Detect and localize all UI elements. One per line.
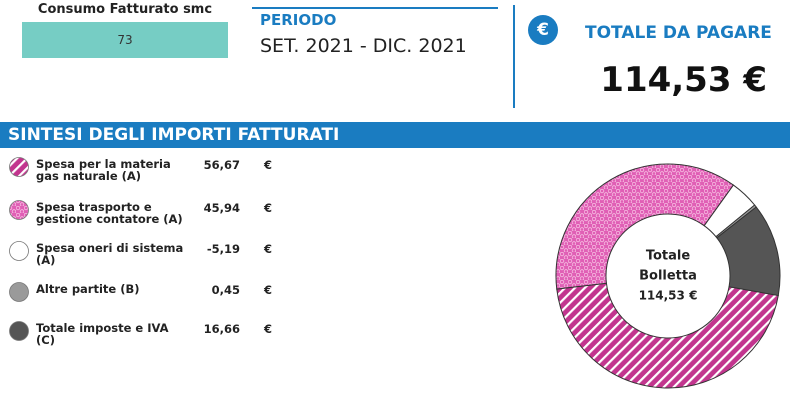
legend-swatch — [9, 321, 29, 341]
legend-label: Spesa oneri di sistema (A) — [36, 241, 184, 267]
value-label: 56,67 — [203, 158, 240, 172]
legend-label: Spesa trasporto e gestione contatore (A) — [36, 200, 183, 226]
banner: SINTESI DEGLI IMPORTI FATTURATI — [0, 122, 790, 148]
unit: € — [263, 158, 272, 172]
unit: € — [263, 242, 272, 256]
totale-label: TOTALE DA PAGARE — [585, 23, 772, 43]
legend-swatch — [9, 200, 29, 220]
divider — [252, 7, 498, 9]
unit: € — [263, 322, 272, 336]
periodo-label: PERIODO — [260, 11, 337, 29]
donut-slice — [716, 206, 781, 297]
divider — [513, 5, 515, 108]
value-label: -5,19 — [206, 242, 240, 256]
consumo-label: Consumo Fatturato smc — [37, 2, 213, 17]
section-title: SINTESI DEGLI IMPORTI FATTURATI — [8, 125, 340, 145]
donut-slice — [555, 163, 735, 290]
legend-label: Totale imposte e IVA (C) — [36, 321, 169, 347]
legend-label: Spesa per la materia gas naturale (A) — [36, 157, 171, 183]
consumo-value: 73 — [22, 22, 228, 58]
center-label: Bolletta — [639, 269, 697, 284]
donut-slice — [556, 282, 779, 389]
swatch — [9, 282, 29, 302]
swatch — [9, 241, 29, 261]
legend-swatch — [9, 157, 29, 177]
center-label: Totale — [646, 249, 691, 264]
legend-swatch — [9, 282, 29, 302]
swatch — [9, 321, 29, 341]
value-label: 45,94 — [203, 201, 240, 215]
swatch — [9, 157, 29, 177]
unit: € — [263, 283, 272, 297]
unit: € — [263, 201, 272, 215]
value-label: 0,45 — [211, 283, 240, 297]
value-label: 16,66 — [203, 322, 240, 336]
totale-value: 114,53 € — [600, 60, 767, 100]
periodo-value: SET. 2021 - DIC. 2021 — [260, 35, 467, 57]
center-label: 114,53 € — [639, 289, 698, 303]
legend-label: Altre partite (B) — [36, 282, 140, 296]
swatch — [9, 200, 29, 220]
euro-icon: € — [528, 15, 558, 45]
legend-swatch — [9, 241, 29, 261]
